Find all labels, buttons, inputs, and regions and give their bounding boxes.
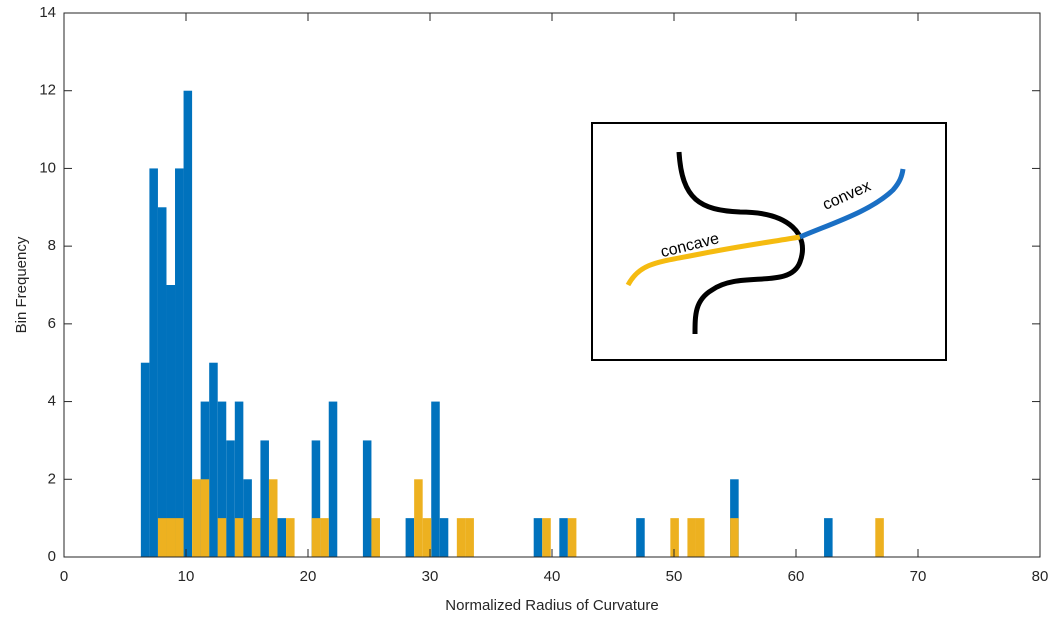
bar [824,518,833,557]
bar [875,518,884,557]
bar [260,440,269,557]
bar [670,518,679,557]
x-axis-label: Normalized Radius of Curvature [445,597,658,614]
bar [439,518,449,557]
x-tick-label: 60 [788,568,805,585]
bar [234,518,244,557]
bar [251,518,261,557]
bar [414,479,423,557]
bar [328,401,338,557]
y-tick-label: 10 [39,159,56,176]
x-tick-label: 80 [1032,568,1049,585]
y-tick-label: 2 [48,470,56,487]
bar [175,168,184,557]
bar [636,518,645,557]
bar [371,518,380,557]
bar [149,168,158,557]
y-tick-label: 4 [48,393,56,410]
bar [687,518,696,557]
bar [209,362,218,557]
bar [422,518,432,557]
bar [405,518,415,557]
bar [456,518,466,557]
y-tick-label: 8 [48,237,56,254]
x-tick-label: 20 [300,568,317,585]
bar [183,90,193,557]
bar [192,479,201,557]
bar [320,518,329,557]
x-tick-label: 0 [60,568,68,585]
bar [175,518,184,557]
x-tick-label: 10 [178,568,195,585]
bar [695,518,705,557]
bar [166,518,176,557]
bar [533,518,543,557]
bar [217,401,227,557]
inset: concave convex [591,122,947,361]
bar [311,518,321,557]
bar [217,518,227,557]
bar [567,518,577,557]
y-tick-label: 0 [48,548,56,565]
bars [140,90,884,558]
bar [730,479,739,557]
bar [730,518,739,557]
y-tick-label: 12 [39,82,56,99]
interface-curve [676,151,805,335]
y-tick-label: 6 [48,315,56,332]
bar [311,440,321,557]
bar [157,518,167,557]
x-tick-label: 40 [544,568,561,585]
bar [157,207,167,558]
y-tick-label: 14 [39,4,56,21]
bar [559,518,568,557]
bar [200,479,210,557]
bar [542,518,551,557]
x-tick-label: 70 [910,568,927,585]
bar [362,440,372,557]
concave-curve [625,234,801,287]
convex-curve [799,168,906,240]
bar [286,518,295,557]
x-tick-label: 30 [422,568,439,585]
bar [268,479,278,557]
x-tick-label: 50 [666,568,683,585]
bar [234,401,244,557]
bar [226,440,235,557]
bar [166,285,176,557]
bar [431,401,440,557]
bar [243,479,252,557]
y-axis-label: Bin Frequency [13,236,30,333]
bar [140,362,150,557]
bar [277,518,287,557]
bar [465,518,474,557]
